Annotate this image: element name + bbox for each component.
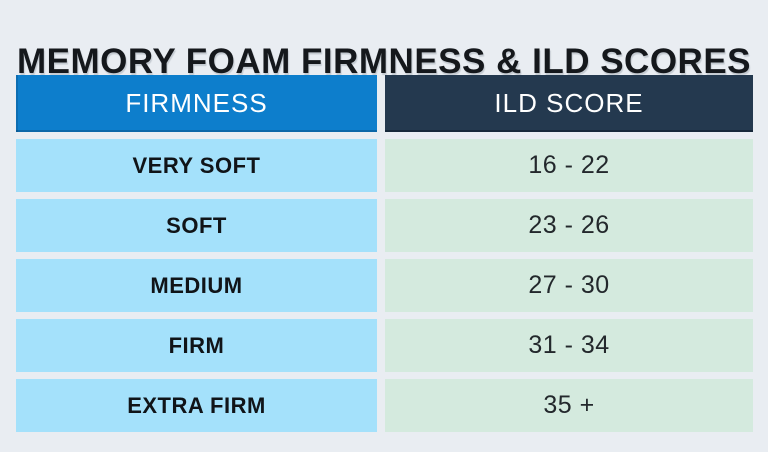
ild-score-value: 35 +	[543, 391, 595, 419]
table-row-firmness-cell: SOFT	[16, 199, 377, 252]
table-row-ild-cell: 27 - 30	[385, 259, 753, 312]
column-header-firmness-label: FIRMNESS	[125, 88, 268, 118]
ild-score-value: 23 - 26	[528, 211, 610, 239]
table-row-firmness-cell: MEDIUM	[16, 259, 377, 312]
firmness-value: FIRM	[168, 332, 225, 358]
column-header-ild-score-label: ILD SCORE	[494, 88, 644, 118]
table-row-ild-cell: 23 - 26	[385, 199, 753, 252]
ild-score-value: 16 - 22	[528, 151, 610, 179]
column-header-ild-score: ILD SCORE	[385, 75, 753, 132]
table-row-firmness-cell: EXTRA FIRM	[16, 379, 377, 432]
firmness-ild-table: FIRMNESS ILD SCORE VERY SOFT 16 - 22 SOF…	[16, 75, 753, 432]
table-row-ild-cell: 35 +	[385, 379, 753, 432]
ild-score-value: 31 - 34	[528, 331, 610, 359]
firmness-value: VERY SOFT	[132, 152, 261, 178]
table-row-firmness-cell: FIRM	[16, 319, 377, 372]
table-row-firmness-cell: VERY SOFT	[16, 139, 377, 192]
firmness-value: SOFT	[166, 212, 227, 238]
table-row-ild-cell: 31 - 34	[385, 319, 753, 372]
firmness-value: EXTRA FIRM	[127, 392, 266, 418]
column-header-firmness: FIRMNESS	[16, 75, 377, 132]
firmness-value: MEDIUM	[150, 272, 243, 298]
ild-score-value: 27 - 30	[528, 271, 610, 299]
table-row-ild-cell: 16 - 22	[385, 139, 753, 192]
page-title: MEMORY FOAM FIRMNESS & ILD SCORES	[16, 42, 752, 82]
